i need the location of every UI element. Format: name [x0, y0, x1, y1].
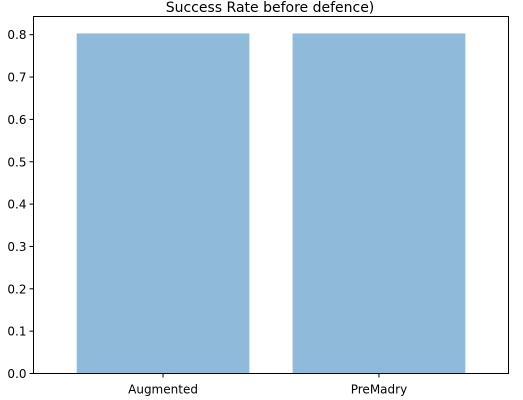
y-tick-label: 0.7 [7, 71, 26, 85]
x-tick-label: PreMadry [351, 383, 407, 397]
y-tick-label: 0.3 [7, 240, 26, 254]
y-tick-label: 0.4 [7, 198, 26, 212]
bar-premadry [292, 33, 466, 374]
y-tick-label: 0.0 [7, 367, 26, 381]
plot-frame [33, 16, 509, 374]
y-tick-label: 0.5 [7, 155, 26, 169]
y-tick-label: 0.8 [7, 28, 26, 42]
x-axis: Augmented PreMadry [128, 373, 407, 397]
y-tick-label: 0.2 [7, 282, 26, 296]
y-tick-label: 0.6 [7, 113, 26, 127]
bars-group [76, 33, 466, 374]
bar-augmented [76, 33, 250, 374]
y-axis: 0.0 0.1 0.2 0.3 0.4 0.5 0.6 0.7 0.8 [7, 28, 34, 381]
y-tick-label: 0.1 [7, 325, 26, 339]
x-tick-label: Augmented [128, 383, 198, 397]
chart-title: Success Rate before defence) [166, 0, 375, 16]
